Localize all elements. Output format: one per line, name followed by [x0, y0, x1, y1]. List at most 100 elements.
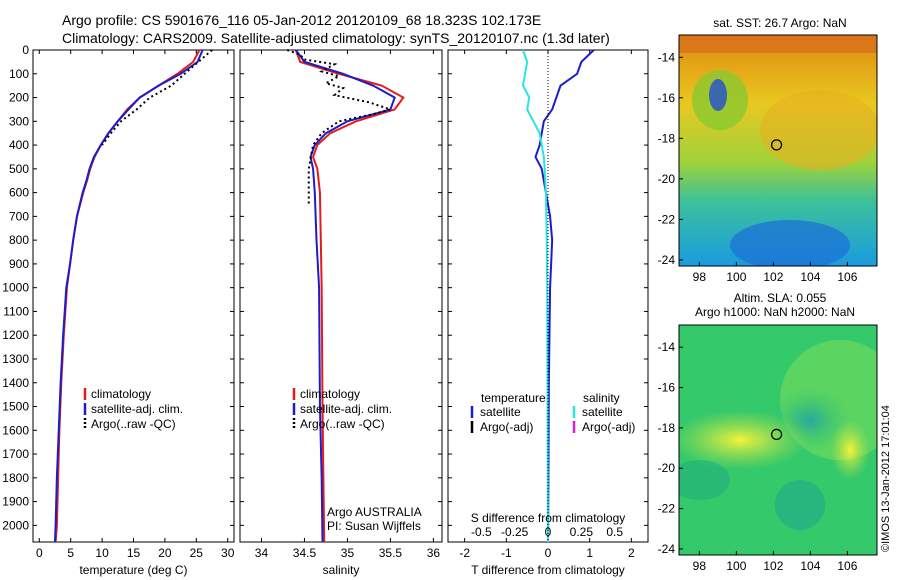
x-tick-label: -1: [501, 546, 512, 560]
map-y-tick-label: -16: [658, 381, 676, 395]
legend-label: Argo(-adj): [582, 420, 635, 434]
y-tick-label: 700: [9, 209, 29, 223]
copyright-label: ©IMOS 13-Jan-2012 17:01:04: [880, 405, 892, 552]
map-x-tick-label: 98: [693, 559, 707, 573]
sst-map: 98 100 102 104 106 -14 -16 -18 -20 -22 -24: [658, 34, 878, 284]
y-tick-label: 1800: [2, 471, 29, 485]
plot-frame: [239, 49, 443, 543]
legend-label: satellite: [582, 405, 623, 419]
series-climatology: [54, 49, 201, 543]
orange-patch: [760, 90, 877, 170]
x-tick-label: 2: [628, 546, 635, 560]
annotation-pi: PI: Susan Wijffels: [327, 519, 421, 533]
y-tick-label: 1900: [2, 495, 29, 509]
blue-patch: [730, 220, 850, 266]
y-tick-label: 1600: [2, 423, 29, 437]
map-x-tick-label: 102: [763, 559, 783, 573]
map-x-tick-label: 104: [800, 559, 820, 573]
y-tick-label: 1100: [3, 304, 29, 318]
cold-eddy: [709, 79, 727, 111]
x-tick-label: -2: [459, 546, 470, 560]
legend-label: satellite-adj. clim.: [300, 402, 392, 416]
y-tick-label: 100: [9, 67, 29, 81]
map-x-tick-label: 100: [726, 559, 746, 573]
map-frame: [678, 34, 878, 267]
x-tick-label: 34.5: [293, 546, 317, 560]
map-y-tick-label: -16: [658, 91, 676, 105]
map-y-tick-label: -20: [658, 461, 676, 475]
sla-high: [679, 410, 810, 470]
y-tick-label: 600: [9, 186, 29, 200]
x-tick-label: 1: [586, 546, 593, 560]
sla-map-title-1: Altim. SLA: 0.055: [734, 291, 827, 305]
series-satellite-adj-clim-: [53, 49, 204, 543]
x-tick-label: 15: [127, 546, 141, 560]
legend-header-temperature: temperature: [481, 391, 546, 405]
series-salinity-satellite: [521, 49, 549, 543]
panel-3: -2 -1 0 1 2T difference from climatology S di…: [447, 49, 649, 577]
top-tick-label: -0.25: [501, 525, 529, 539]
plot-frame: [32, 49, 235, 543]
x-tick-label: 0: [36, 546, 43, 560]
map-x-tick-label: 104: [800, 270, 820, 284]
y-tick-label: 1300: [2, 352, 29, 366]
y-tick-label: 2000: [2, 518, 29, 532]
legend-label: Argo(-adj): [480, 420, 533, 434]
top-tick-label: 0: [545, 525, 552, 539]
x-tick-label: 34: [255, 546, 269, 560]
y-tick-label: 400: [9, 138, 29, 152]
warm-band: [679, 35, 877, 53]
map-y-tick-label: -20: [658, 172, 676, 186]
title-line-1: Argo profile: CS 5901676_116 05-Jan-2012…: [62, 12, 542, 28]
y-tick-label: 200: [9, 91, 29, 105]
map-image: [679, 325, 877, 555]
x-axis-label: temperature (deg C): [79, 563, 187, 577]
legend-header-salinity: salinity: [583, 391, 620, 405]
legend-label: Argo(..raw -QC): [300, 417, 385, 431]
x-axis-label: salinity: [323, 563, 360, 577]
x-tick-label: 35: [341, 546, 355, 560]
series-climatology: [294, 49, 405, 543]
top-tick-label: -0.5: [471, 525, 492, 539]
y-tick-label: 1500: [2, 400, 29, 414]
sst-map-title: sat. SST: 26.7 Argo: NaN: [713, 16, 846, 30]
series-argo-raw-qc-: [286, 49, 394, 205]
x-tick-label: 35.5: [379, 546, 403, 560]
x-tick-label: 20: [158, 546, 172, 560]
annotation-agency: Argo AUSTRALIA: [327, 505, 422, 519]
sla-low-3: [775, 480, 825, 530]
map-y-tick-label: -24: [658, 542, 676, 556]
panel-2: 34 34.5 35 35.5 36 salinity climatologysatelli…: [239, 49, 443, 577]
map-y-tick-label: -18: [658, 131, 676, 145]
x-tick-label: 30: [221, 546, 235, 560]
top-tick-label: 0.25: [570, 525, 594, 539]
argo-position-marker: [770, 139, 783, 151]
map-y-tick-label: -22: [658, 502, 676, 516]
series-satellite-adj-clim-: [295, 49, 396, 543]
map-frame: [678, 324, 878, 556]
y-tick-label: 900: [9, 257, 29, 271]
map-x-tick-label: 106: [837, 559, 857, 573]
sla-map: 98 100 102 104 106 -14 -16 -18 -20 -22 -24: [658, 324, 878, 573]
y-tick-label: 1200: [2, 328, 29, 342]
x-tick-label: 36: [427, 546, 441, 560]
sla-high-2: [830, 420, 870, 480]
map-y-tick-label: -22: [658, 212, 676, 226]
sla-map-title-2: Argo h1000: NaN h2000: NaN: [695, 305, 855, 319]
y-tick-label: 1400: [2, 376, 29, 390]
y-tick-label: 300: [9, 114, 29, 128]
y-tick-label: 1000: [2, 281, 29, 295]
map-y-tick-label: -14: [658, 340, 676, 354]
legend-label: satellite-adj. clim.: [91, 402, 183, 416]
x-tick-label: 0: [545, 546, 552, 560]
sla-low-2: [679, 460, 730, 500]
title-line-2: Climatology: CARS2009. Satellite-adjuste…: [62, 30, 610, 46]
legend-label: satellite: [480, 405, 521, 419]
y-tick-label: 800: [9, 233, 29, 247]
map-y-tick-label: -18: [658, 421, 676, 435]
y-tick-label: 500: [9, 162, 29, 176]
legend-label: climatology: [91, 387, 151, 401]
y-tick-label: 1700: [2, 447, 29, 461]
argo-position-marker: [770, 428, 783, 441]
